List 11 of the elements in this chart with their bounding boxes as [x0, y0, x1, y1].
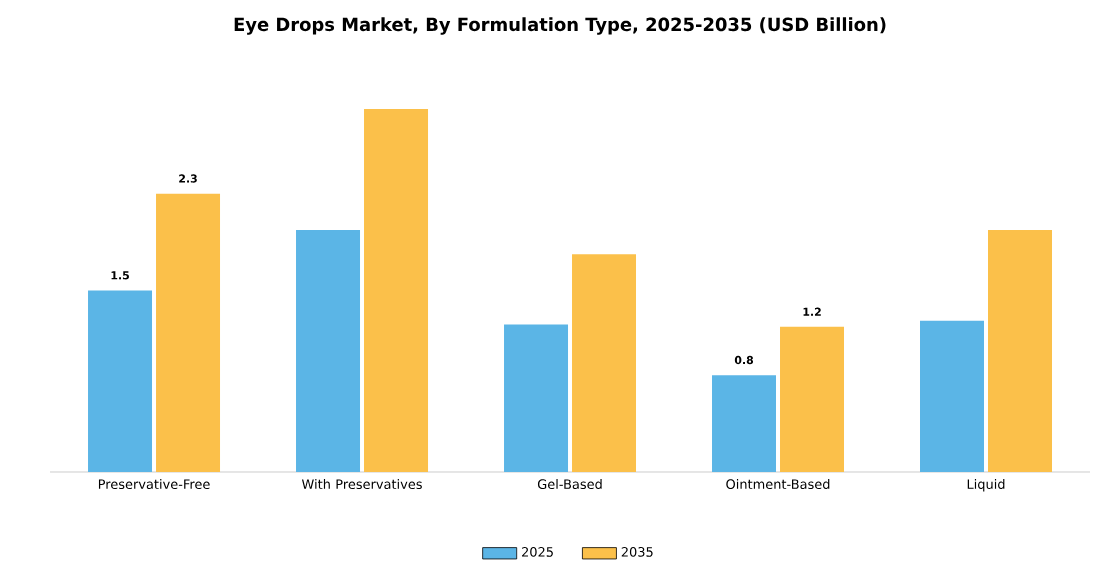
bar [920, 320, 984, 473]
bar [364, 109, 429, 473]
bar [780, 327, 845, 473]
bar [156, 193, 221, 473]
bar [712, 375, 777, 473]
bar [504, 324, 569, 473]
bar [988, 230, 1053, 473]
chart-title: Eye Drops Market, By Formulation Type, 2025-2035 (USD Billion) [234, 17, 886, 35]
bar [88, 290, 153, 473]
bar [296, 230, 361, 473]
bar [572, 254, 637, 473]
